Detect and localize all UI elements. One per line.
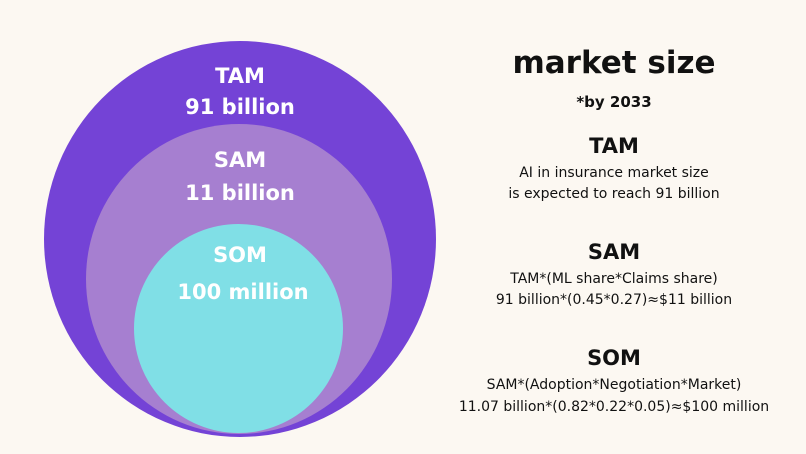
tam-circle-label: TAM	[215, 64, 265, 88]
sam-formula-line-2: 91 billion*(0.45*0.27)≈$11 billion	[495, 292, 733, 308]
page-subtitle: *by 2033	[576, 93, 652, 111]
page-title: market size	[512, 45, 716, 81]
som-circle	[134, 224, 343, 433]
sam-section-title: SAM	[587, 240, 641, 264]
tam-description-line-2: is expected to reach 91 billion	[508, 186, 720, 202]
sam-formula-line-1: TAM*(ML share*Claims share)	[510, 271, 718, 287]
som-formula-line-1: SAM*(Adoption*Negotiation*Market)	[486, 377, 742, 393]
sam-circle-label: SAM	[213, 148, 267, 172]
som-circle-label: SOM	[213, 243, 267, 267]
sam-circle-value: 11 billion	[185, 181, 295, 205]
som-formula-line-2: 11.07 billion*(0.82*0.22*0.05)≈$100 mill…	[458, 399, 770, 415]
tam-circle-value: 91 billion	[185, 95, 295, 119]
som-circle-value: 100 million	[177, 280, 309, 304]
som-section-title: SOM	[587, 346, 641, 370]
tam-description-line-1: AI in insurance market size	[519, 165, 709, 181]
tam-section-title: TAM	[589, 134, 639, 158]
